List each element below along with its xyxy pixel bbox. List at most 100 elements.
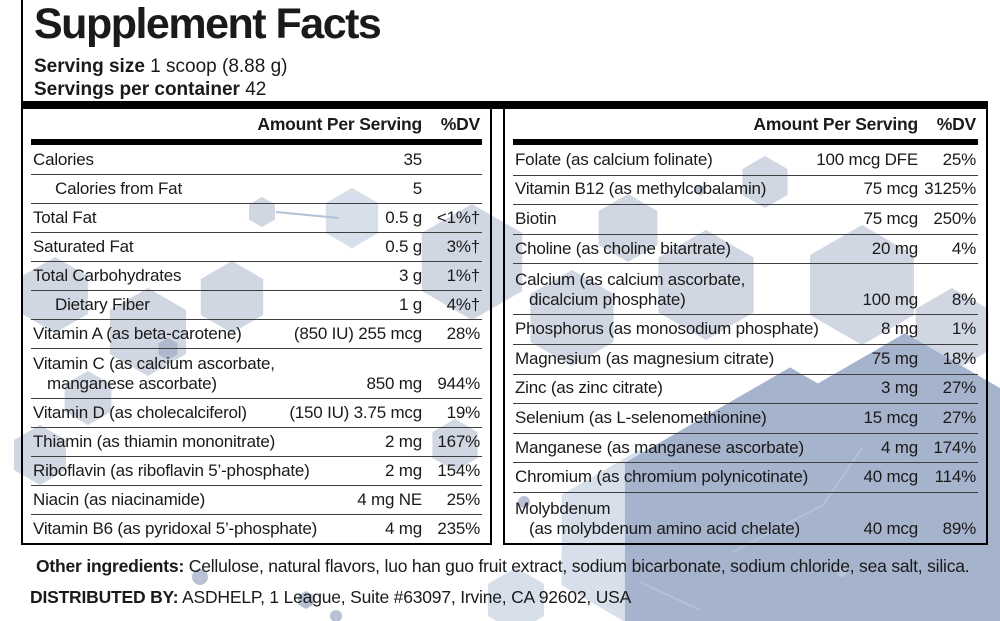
nutrient-dv: 114% bbox=[934, 467, 977, 487]
nutrient-amount: 35 bbox=[403, 149, 422, 169]
table-header-bar bbox=[31, 139, 482, 145]
table-row: Total Fat 0.5 g <1%† bbox=[23, 203, 490, 232]
label-header: Supplement Facts Serving size 1 scoop (8… bbox=[34, 0, 382, 101]
nutrient-amount: 15 mcg bbox=[863, 407, 918, 427]
table-header-row: Amount Per Serving %DV bbox=[23, 109, 490, 139]
molecule-connectors bbox=[275, 211, 863, 611]
nutrient-name: Total Carbohydrates bbox=[33, 265, 182, 285]
nutrient-dv: 250% bbox=[933, 208, 976, 228]
nutrient-amount: 0.5 g bbox=[385, 236, 422, 256]
nutrient-dv: 8% bbox=[951, 290, 976, 310]
nutrient-name: Molybdenum (as molybdenum amino acid chel… bbox=[515, 498, 801, 538]
nutrient-dv: 944% bbox=[437, 374, 480, 393]
table-row: Thiamin (as thiamin mononitrate) 2 mg 16… bbox=[23, 427, 490, 456]
table-row: Vitamin C (as calcium ascorbate, manganes… bbox=[23, 348, 490, 398]
nutrient-amount: 75 mcg bbox=[863, 208, 918, 228]
nutrient-amount: 5 bbox=[412, 178, 422, 198]
nutrient-dv: 1%† bbox=[446, 265, 481, 285]
nutrient-name: Saturated Fat bbox=[33, 236, 134, 256]
table-row: Vitamin A (as beta-carotene) (850 IU) 25… bbox=[23, 319, 490, 348]
column-header-amount: Amount Per Serving bbox=[753, 113, 918, 134]
nutrient-name: Biotin bbox=[515, 208, 557, 228]
nutrient-dv: 3125% bbox=[924, 179, 976, 199]
nutrient-dv: 19% bbox=[446, 402, 481, 422]
distributed-by-label: DISTRIBUTED BY: bbox=[30, 587, 179, 607]
nutrient-name: Manganese (as manganese ascorbate) bbox=[515, 437, 804, 457]
table-rows: Calories 35 Calories from Fat 5 Total Fa… bbox=[23, 145, 490, 543]
nutrient-name: Choline (as choline bitartrate) bbox=[515, 238, 731, 258]
other-ingredients-line: Other ingredients: Cellulose, natural fl… bbox=[36, 556, 976, 577]
nutrient-dv: 27% bbox=[942, 407, 977, 427]
nutrient-name: Vitamin B12 (as methylcobalamin) bbox=[515, 179, 767, 199]
molecule-dots bbox=[192, 185, 847, 621]
label-left-border bbox=[21, 0, 23, 110]
nutrient-dv: 4% bbox=[951, 238, 976, 258]
nutrient-name: Zinc (as zinc citrate) bbox=[515, 378, 663, 398]
nutrient-dv: 3%† bbox=[446, 236, 481, 256]
nutrient-name: Riboflavin (as riboflavin 5’-phosphate) bbox=[33, 460, 310, 480]
distributed-by-value: ASDHELP, 1 League, Suite #63097, Irvine,… bbox=[182, 587, 632, 607]
page-title: Supplement Facts bbox=[34, 0, 382, 48]
serving-size-line: Serving size 1 scoop (8.88 g) bbox=[34, 55, 380, 78]
table-row: Manganese (as manganese ascorbate) 4 mg … bbox=[505, 432, 986, 463]
nutrient-name: Magnesium (as magnesium citrate) bbox=[515, 348, 775, 368]
nutrient-amount: (150 IU) 3.75 mcg bbox=[289, 402, 422, 422]
distributed-by-line: DISTRIBUTED BY: ASDHELP, 1 League, Suite… bbox=[30, 587, 970, 608]
other-ingredients-value: Cellulose, natural flavors, luo han guo … bbox=[188, 556, 970, 576]
nutrient-dv: 235% bbox=[437, 518, 480, 538]
nutrient-name: Calories from Fat bbox=[55, 178, 182, 198]
nutrient-dv: <1%† bbox=[436, 207, 480, 227]
nutrient-dv: 25% bbox=[446, 489, 481, 509]
nutrient-amount: 4 mg bbox=[881, 437, 918, 457]
nutrient-amount: 40 mcg bbox=[863, 518, 918, 538]
column-header-amount: Amount Per Serving bbox=[257, 113, 422, 134]
table-row: Calories 35 bbox=[23, 145, 490, 174]
table-rows: Folate (as calcium folinate) 100 mcg DFE… bbox=[505, 145, 986, 543]
header-divider-bar bbox=[21, 101, 988, 109]
nutrient-amount: 3 g bbox=[398, 265, 422, 285]
nutrient-dv: 154% bbox=[437, 460, 480, 480]
nutrient-amount: 75 mg bbox=[871, 348, 918, 368]
table-row: Magnesium (as magnesium citrate) 75 mg 1… bbox=[505, 343, 986, 374]
nutrient-amount: 4 mg NE bbox=[357, 489, 422, 509]
nutrient-amount: 8 mg bbox=[881, 319, 918, 339]
serving-size-label: Serving size bbox=[34, 56, 145, 77]
nutrient-name: Vitamin D (as cholecalciferol) bbox=[33, 402, 247, 422]
table-row: Calories from Fat 5 bbox=[23, 174, 490, 203]
table-header-bar bbox=[513, 139, 978, 145]
nutrient-name: Calcium (as calcium ascorbate, dicalcium … bbox=[515, 270, 746, 310]
servings-per-container-line: Servings per container 42 bbox=[34, 78, 380, 101]
table-row: Vitamin D (as cholecalciferol) (150 IU) … bbox=[23, 398, 490, 427]
table-row: Molybdenum (as molybdenum amino acid chel… bbox=[505, 491, 986, 543]
nutrient-name: Chromium (as chromium polynicotinate) bbox=[515, 467, 809, 487]
nutrient-name: Calories bbox=[33, 149, 94, 169]
serving-size-value: 1 scoop (8.88 g) bbox=[150, 56, 288, 77]
nutrient-name: Total Fat bbox=[33, 207, 97, 227]
table-row: Choline (as choline bitartrate) 20 mg 4% bbox=[505, 233, 986, 264]
table-header-row: Amount Per Serving %DV bbox=[505, 109, 986, 139]
servings-per-container-value: 42 bbox=[245, 79, 267, 100]
nutrient-amount: 20 mg bbox=[871, 238, 918, 258]
nutrient-dv: 28% bbox=[446, 323, 481, 343]
nutrient-amount: 4 mg bbox=[385, 518, 422, 538]
nutrient-dv: 4%† bbox=[446, 294, 481, 314]
table-row: Selenium (as L-selenomethionine) 15 mcg … bbox=[505, 403, 986, 433]
nutrients-table-left: Amount Per Serving %DV Calories 35 Calor… bbox=[21, 109, 492, 545]
table-row: Dietary Fiber 1 g 4%† bbox=[23, 290, 490, 319]
nutrient-name: Phosphorus (as monosodium phosphate) bbox=[515, 319, 819, 339]
table-row: Phosphorus (as monosodium phosphate) 8 m… bbox=[505, 314, 986, 344]
nutrient-amount: 2 mg bbox=[385, 431, 422, 451]
column-header-dv: %DV bbox=[936, 113, 976, 134]
table-row: Vitamin B12 (as methylcobalamin) 75 mcg … bbox=[505, 174, 986, 205]
table-row: Total Carbohydrates 3 g 1%† bbox=[23, 261, 490, 290]
nutrient-dv: 18% bbox=[942, 348, 977, 368]
nutrient-amount: 100 mg bbox=[862, 290, 918, 310]
nutrient-amount: (850 IU) 255 mcg bbox=[293, 323, 422, 343]
nutrient-amount: 2 mg bbox=[385, 460, 422, 480]
table-row: Calcium (as calcium ascorbate, dicalcium … bbox=[505, 263, 986, 314]
nutrient-dv: 27% bbox=[942, 378, 977, 398]
nutrient-amount: 850 mg bbox=[366, 374, 422, 393]
servings-per-container-label: Servings per container bbox=[34, 79, 240, 100]
column-header-dv: %DV bbox=[440, 113, 480, 134]
